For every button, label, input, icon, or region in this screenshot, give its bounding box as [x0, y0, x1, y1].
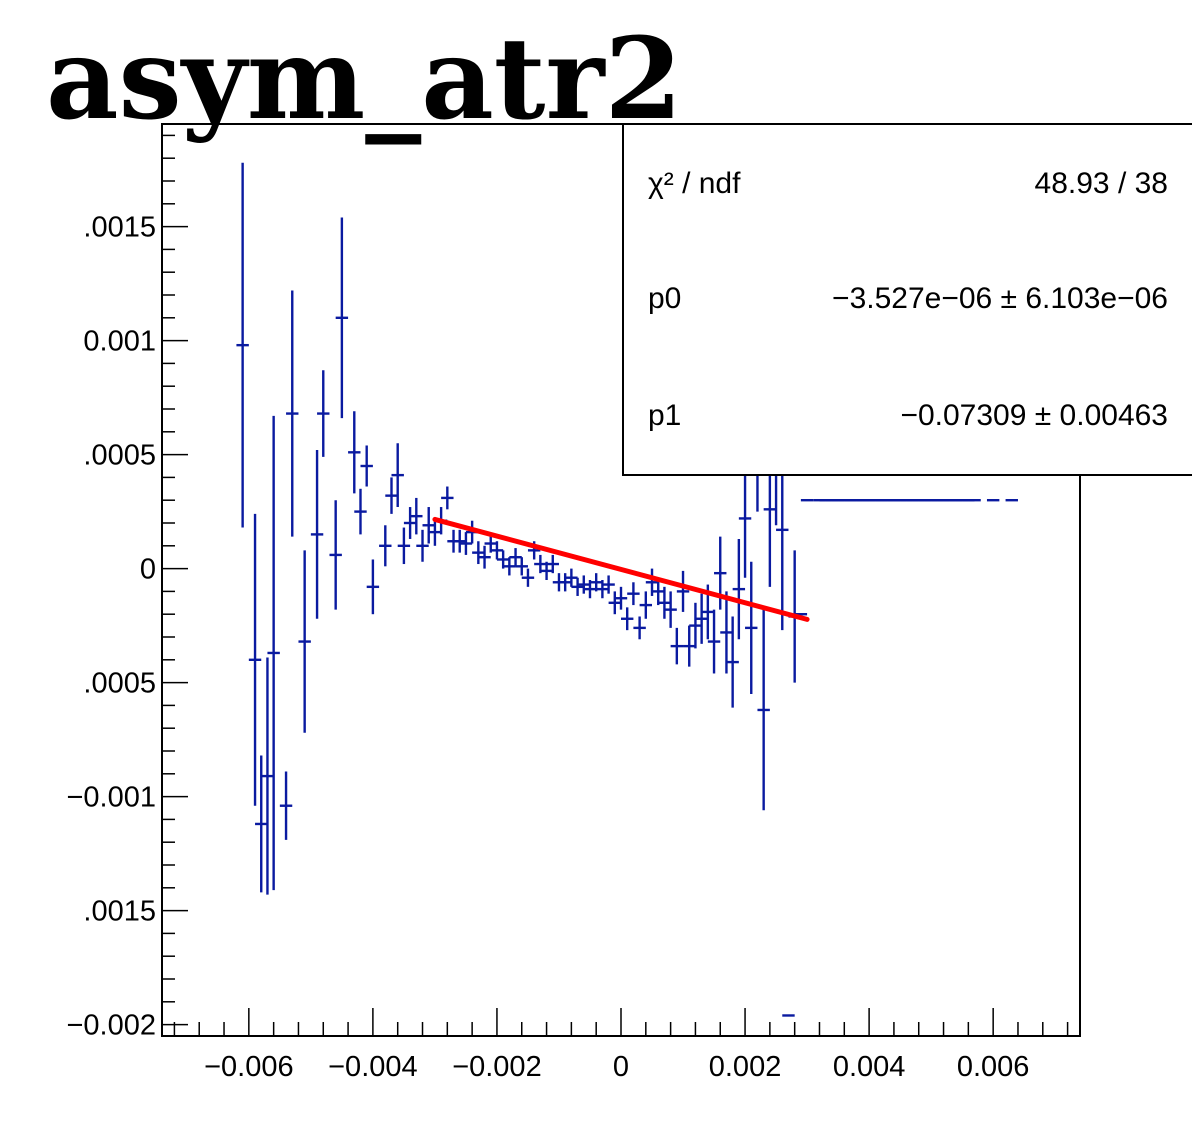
y-tick-label: −0.001 [66, 782, 156, 814]
data-point [571, 577, 584, 596]
data-point [670, 627, 684, 665]
data-point [596, 580, 609, 599]
data-point [348, 411, 361, 494]
x-tick-label: −0.004 [328, 1051, 418, 1083]
x-tick-label: 0.002 [709, 1051, 782, 1083]
data-point [621, 607, 634, 631]
data-point [732, 538, 746, 640]
data-point [738, 459, 752, 578]
data-point [403, 507, 417, 539]
fit-line [432, 516, 810, 622]
data-point [366, 559, 380, 615]
y-tick-label: 0 [140, 554, 156, 586]
data-point [329, 500, 342, 610]
stats-label-p0: p0 [648, 282, 681, 315]
data-point [391, 443, 404, 508]
y-tick-label: .0015 [83, 896, 156, 928]
data-point [335, 217, 349, 419]
data-point [614, 586, 628, 610]
x-tick-label: −0.006 [204, 1051, 294, 1083]
data-point [565, 568, 578, 587]
data-point [422, 507, 435, 544]
stats-value-p0: −3.527e−06 ± 6.103e−06 [832, 282, 1168, 315]
data-point [627, 582, 640, 606]
stats-value-chi2: 48.93 / 38 [1035, 167, 1168, 200]
data-point [441, 486, 454, 510]
data-point [577, 575, 590, 594]
data-point [279, 771, 293, 840]
data-point [515, 557, 528, 576]
x-axis: −0.006 −0.004 −0.002 0 0.002 0.004 0.006 [173, 1008, 1069, 1083]
data-point [503, 557, 516, 576]
data-point [267, 415, 280, 891]
data-point [261, 657, 274, 895]
data-point [453, 529, 466, 553]
data-point [546, 554, 559, 574]
stats-label-chi2: χ² / ndf [648, 167, 741, 200]
y-tick-label: .0005 [83, 440, 156, 472]
fit-line-group [432, 516, 810, 622]
stats-box-frame [622, 123, 1192, 476]
data-point [354, 488, 367, 535]
data-point [608, 591, 621, 615]
data-point [317, 370, 330, 457]
x-tick-label: −0.002 [452, 1051, 542, 1083]
data-point [726, 616, 739, 708]
data-point [652, 577, 665, 606]
data-point [379, 525, 392, 567]
x-tick-label: 0.006 [957, 1051, 1030, 1083]
stats-box: χ² / ndf 48.93 / 38 p0 −3.527e−06 ± 6.10… [622, 123, 1192, 476]
stats-label-p1: p1 [648, 399, 681, 432]
data-point [472, 541, 485, 565]
data-point [459, 532, 473, 555]
data-point [664, 591, 677, 628]
data-point [689, 602, 702, 649]
data-point [676, 570, 690, 612]
data-point [658, 586, 671, 619]
x-tick-label: 0.004 [833, 1051, 906, 1083]
data-point [633, 616, 646, 640]
data-point [410, 497, 423, 535]
data-point [397, 527, 411, 565]
data-point [683, 625, 696, 667]
y-tick-label: .0005 [83, 668, 156, 700]
data-point [478, 545, 491, 569]
chart-title: asym_atr2 [46, 14, 682, 145]
data-point [360, 445, 373, 487]
x-tick-label: 0 [613, 1051, 629, 1083]
data-points [236, 162, 1018, 1017]
data-point [720, 591, 733, 674]
data-point [509, 548, 522, 567]
data-point [286, 290, 299, 537]
data-point [255, 755, 268, 893]
data-point [602, 575, 615, 594]
data-point [416, 529, 429, 562]
stats-value-p1: −0.07309 ± 0.00463 [900, 399, 1168, 432]
data-point [707, 609, 721, 674]
data-point [248, 513, 262, 806]
y-tick-label: .0015 [83, 212, 156, 244]
data-point [298, 550, 311, 733]
data-point [490, 541, 504, 560]
y-tick-label: −0.002 [66, 1010, 156, 1042]
y-tick-label: 0.001 [83, 326, 156, 358]
data-point [428, 518, 442, 546]
data-point [385, 477, 398, 514]
data-point [521, 568, 535, 587]
data-point [558, 573, 572, 592]
data-point [310, 450, 324, 619]
data-point [757, 609, 770, 811]
data-point [639, 591, 653, 619]
y-axis: .0015 0.001 .0005 0 .0005 −0.001 .0015 −0.002 [66, 134, 188, 1042]
data-point [695, 593, 708, 644]
data-point [745, 561, 758, 694]
data-point [236, 162, 249, 528]
